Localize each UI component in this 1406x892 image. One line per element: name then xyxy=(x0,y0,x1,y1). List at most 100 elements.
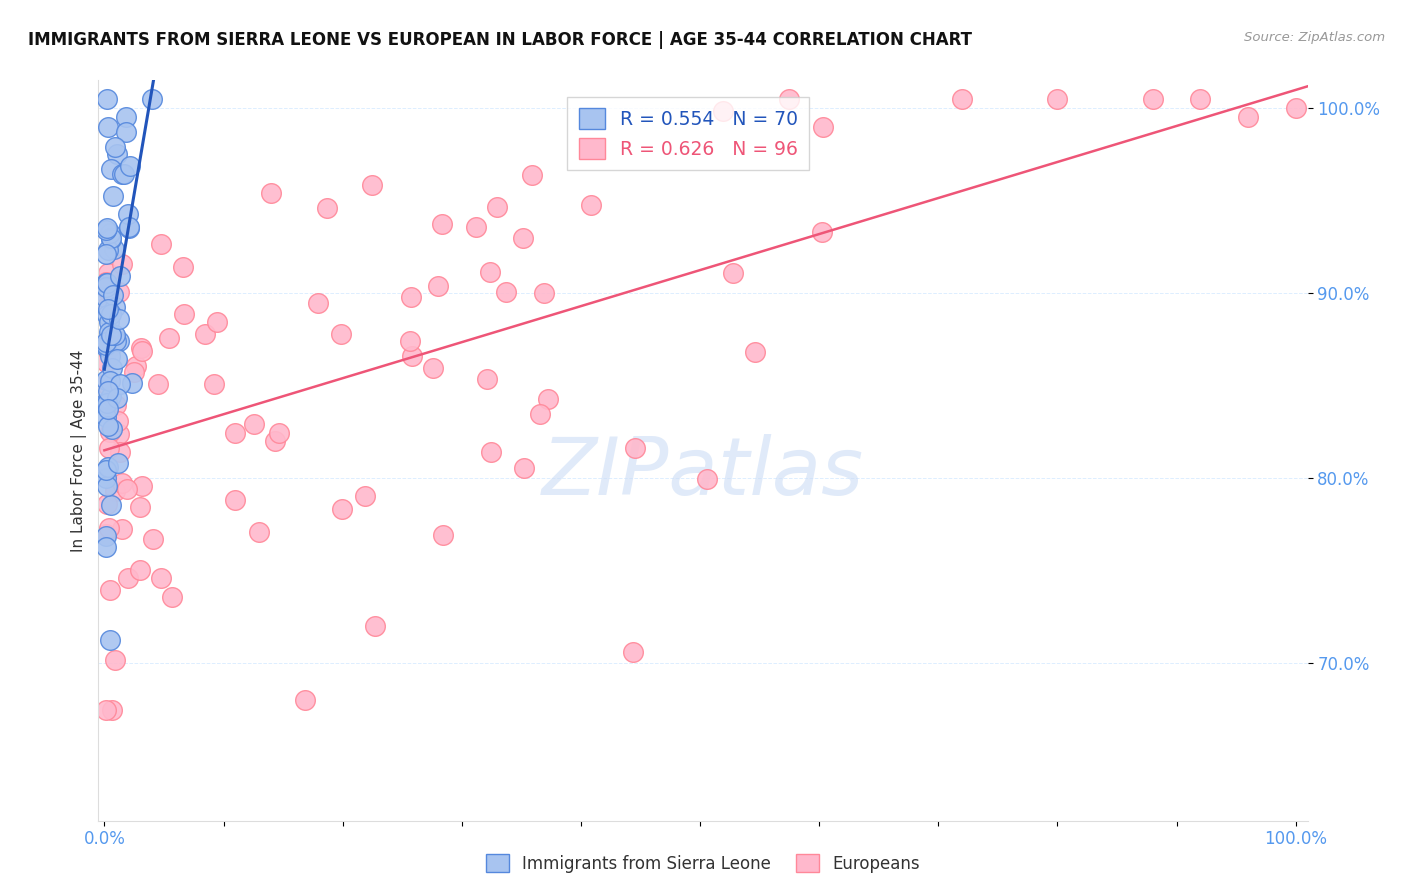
Point xyxy=(111,522,134,536)
Point xyxy=(118,219,141,234)
Point xyxy=(94,291,117,305)
Point xyxy=(122,365,145,379)
Point xyxy=(94,529,117,543)
Point xyxy=(160,590,183,604)
Point xyxy=(107,456,129,470)
Text: Source: ZipAtlas.com: Source: ZipAtlas.com xyxy=(1244,31,1385,45)
Point xyxy=(100,307,122,321)
Point xyxy=(101,189,124,203)
Point xyxy=(98,374,121,388)
Text: ZIPatlas: ZIPatlas xyxy=(541,434,865,512)
Point xyxy=(533,285,555,300)
Point xyxy=(120,159,142,173)
Point xyxy=(131,343,153,358)
Point xyxy=(98,226,121,240)
Point xyxy=(97,316,120,330)
Point xyxy=(117,207,139,221)
Point xyxy=(103,653,125,667)
Point xyxy=(101,361,124,376)
Point xyxy=(103,242,125,256)
Point xyxy=(205,315,228,329)
Point xyxy=(96,221,118,235)
Point xyxy=(104,399,127,413)
Point xyxy=(104,327,127,342)
Point xyxy=(94,540,117,554)
Point xyxy=(100,231,122,245)
Point xyxy=(721,266,744,280)
Point xyxy=(96,478,118,492)
Point xyxy=(100,328,122,343)
Point xyxy=(307,295,329,310)
Point xyxy=(98,325,121,339)
Point xyxy=(94,470,117,484)
Point xyxy=(107,414,129,428)
Point xyxy=(105,392,128,406)
Point xyxy=(97,244,120,258)
Point xyxy=(100,498,122,512)
Point xyxy=(94,334,117,349)
Point xyxy=(129,341,152,355)
Point xyxy=(202,376,225,391)
Point xyxy=(810,225,832,239)
Point xyxy=(104,484,127,499)
Point xyxy=(172,260,194,274)
Point xyxy=(475,372,498,386)
Point xyxy=(94,280,117,294)
Point xyxy=(432,528,454,542)
Point xyxy=(142,533,165,547)
Point xyxy=(115,483,138,497)
Point xyxy=(101,287,124,301)
Point xyxy=(512,231,534,245)
Point xyxy=(495,285,517,300)
Point xyxy=(513,461,536,475)
Point xyxy=(224,493,246,508)
Point xyxy=(1046,92,1069,106)
Point xyxy=(125,359,148,373)
Point xyxy=(100,162,122,177)
Point xyxy=(696,472,718,486)
Point xyxy=(94,275,117,289)
Point xyxy=(98,349,121,363)
Point xyxy=(94,373,117,387)
Point xyxy=(94,377,117,392)
Point xyxy=(96,92,118,106)
Point xyxy=(260,186,283,200)
Point xyxy=(101,703,124,717)
Point xyxy=(264,434,287,448)
Point xyxy=(105,147,128,161)
Point xyxy=(128,500,150,515)
Point xyxy=(353,489,375,503)
Point xyxy=(118,221,141,235)
Point xyxy=(399,334,422,349)
Point xyxy=(950,92,973,106)
Point xyxy=(479,265,502,279)
Point xyxy=(529,407,551,421)
Point xyxy=(96,341,118,355)
Point xyxy=(522,169,544,183)
Point xyxy=(243,417,266,431)
Point xyxy=(98,583,121,598)
Legend: Immigrants from Sierra Leone, Europeans: Immigrants from Sierra Leone, Europeans xyxy=(479,847,927,880)
Point xyxy=(108,312,131,326)
Point xyxy=(94,463,117,477)
Point xyxy=(94,409,117,424)
Point xyxy=(97,284,120,298)
Point xyxy=(148,377,170,392)
Text: IMMIGRANTS FROM SIERRA LEONE VS EUROPEAN IN LABOR FORCE | AGE 35-44 CORRELATION : IMMIGRANTS FROM SIERRA LEONE VS EUROPEAN… xyxy=(28,31,972,49)
Point xyxy=(98,425,121,439)
Point xyxy=(621,645,644,659)
Point xyxy=(111,475,134,490)
Point xyxy=(108,376,131,391)
Point xyxy=(114,124,136,138)
Point xyxy=(98,521,121,535)
Point xyxy=(150,237,173,252)
Point xyxy=(121,376,143,390)
Point xyxy=(479,445,502,459)
Point xyxy=(173,307,195,321)
Point xyxy=(294,693,316,707)
Point xyxy=(108,427,131,442)
Point xyxy=(97,384,120,398)
Point xyxy=(94,398,117,412)
Point xyxy=(778,92,800,106)
Point xyxy=(96,497,118,511)
